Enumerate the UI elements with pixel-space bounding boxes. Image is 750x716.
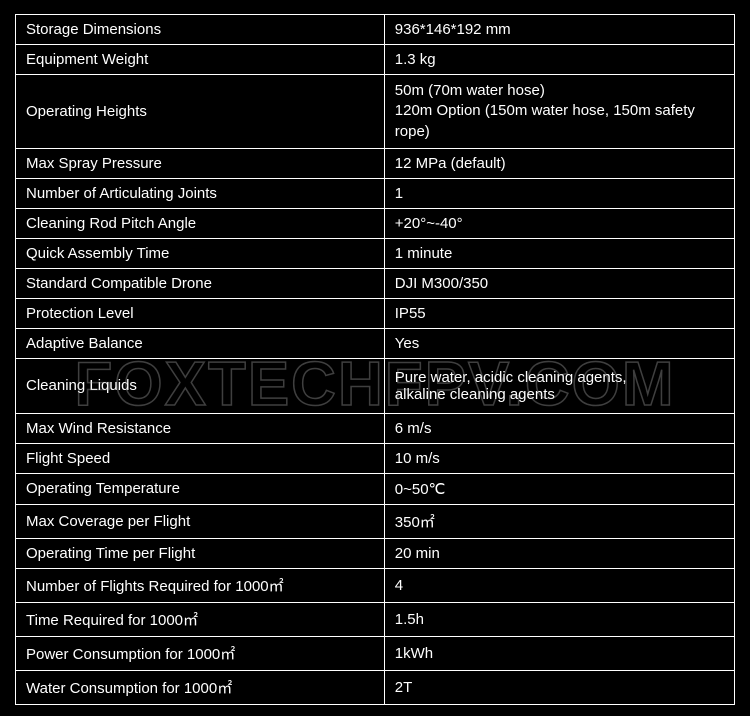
spec-value: 12 MPa (default) [384,148,734,178]
spec-label: Max Wind Resistance [16,413,385,443]
spec-value: 1.5h [384,602,734,636]
table-row: Operating Time per Flight20 min [16,538,735,568]
spec-label: Protection Level [16,298,385,328]
table-row: Max Wind Resistance6 m/s [16,413,735,443]
spec-value: +20°~-40° [384,208,734,238]
spec-value: IP55 [384,298,734,328]
table-row: Storage Dimensions936*146*192 mm [16,15,735,45]
spec-value: DJI M300/350 [384,268,734,298]
spec-value: 6 m/s [384,413,734,443]
table-row: Adaptive BalanceYes [16,328,735,358]
table-row: Standard Compatible DroneDJI M300/350 [16,268,735,298]
spec-value: 4 [384,568,734,602]
table-row: Water Consumption for 1000㎡2T [16,670,735,704]
table-row: Quick Assembly Time1 minute [16,238,735,268]
spec-label: Water Consumption for 1000㎡ [16,670,385,704]
spec-label: Operating Temperature [16,473,385,504]
spec-label: Number of Flights Required for 1000㎡ [16,568,385,602]
spec-label: Storage Dimensions [16,15,385,45]
table-row: Number of Articulating Joints1 [16,178,735,208]
spec-label: Cleaning Rod Pitch Angle [16,208,385,238]
spec-table-body: Storage Dimensions936*146*192 mmEquipmen… [16,15,735,705]
table-row: Operating Temperature0~50℃ [16,473,735,504]
table-row: Number of Flights Required for 1000㎡4 [16,568,735,602]
table-row: Max Coverage per Flight350㎡ [16,504,735,538]
spec-value: 1 minute [384,238,734,268]
table-row: Cleaning Rod Pitch Angle+20°~-40° [16,208,735,238]
spec-label: Quick Assembly Time [16,238,385,268]
spec-label: Standard Compatible Drone [16,268,385,298]
spec-label: Time Required for 1000㎡ [16,602,385,636]
spec-value: 936*146*192 mm [384,15,734,45]
spec-value: 20 min [384,538,734,568]
spec-value: 1 [384,178,734,208]
spec-value: Pure water, acidic cleaning agents, alka… [384,358,734,413]
table-row: Power Consumption for 1000㎡1kWh [16,636,735,670]
spec-value: 0~50℃ [384,473,734,504]
spec-label: Max Spray Pressure [16,148,385,178]
table-row: Protection LevelIP55 [16,298,735,328]
spec-label: Operating Heights [16,75,385,149]
spec-label: Adaptive Balance [16,328,385,358]
spec-label: Power Consumption for 1000㎡ [16,636,385,670]
table-row: Operating Heights50m (70m water hose)120… [16,75,735,149]
spec-value: 10 m/s [384,443,734,473]
table-row: Flight Speed10 m/s [16,443,735,473]
spec-table: Storage Dimensions936*146*192 mmEquipmen… [15,14,735,705]
spec-label: Operating Time per Flight [16,538,385,568]
table-row: Time Required for 1000㎡1.5h [16,602,735,636]
table-row: Equipment Weight1.3 kg [16,45,735,75]
spec-label: Cleaning Liquids [16,358,385,413]
spec-value: 1.3 kg [384,45,734,75]
spec-label: Max Coverage per Flight [16,504,385,538]
spec-value: 1kWh [384,636,734,670]
spec-label: Equipment Weight [16,45,385,75]
spec-label: Flight Speed [16,443,385,473]
spec-value: 50m (70m water hose)120m Option (150m wa… [384,75,734,149]
spec-value: Yes [384,328,734,358]
spec-label: Number of Articulating Joints [16,178,385,208]
table-row: Cleaning LiquidsPure water, acidic clean… [16,358,735,413]
spec-value: 350㎡ [384,504,734,538]
spec-value: 2T [384,670,734,704]
table-row: Max Spray Pressure12 MPa (default) [16,148,735,178]
